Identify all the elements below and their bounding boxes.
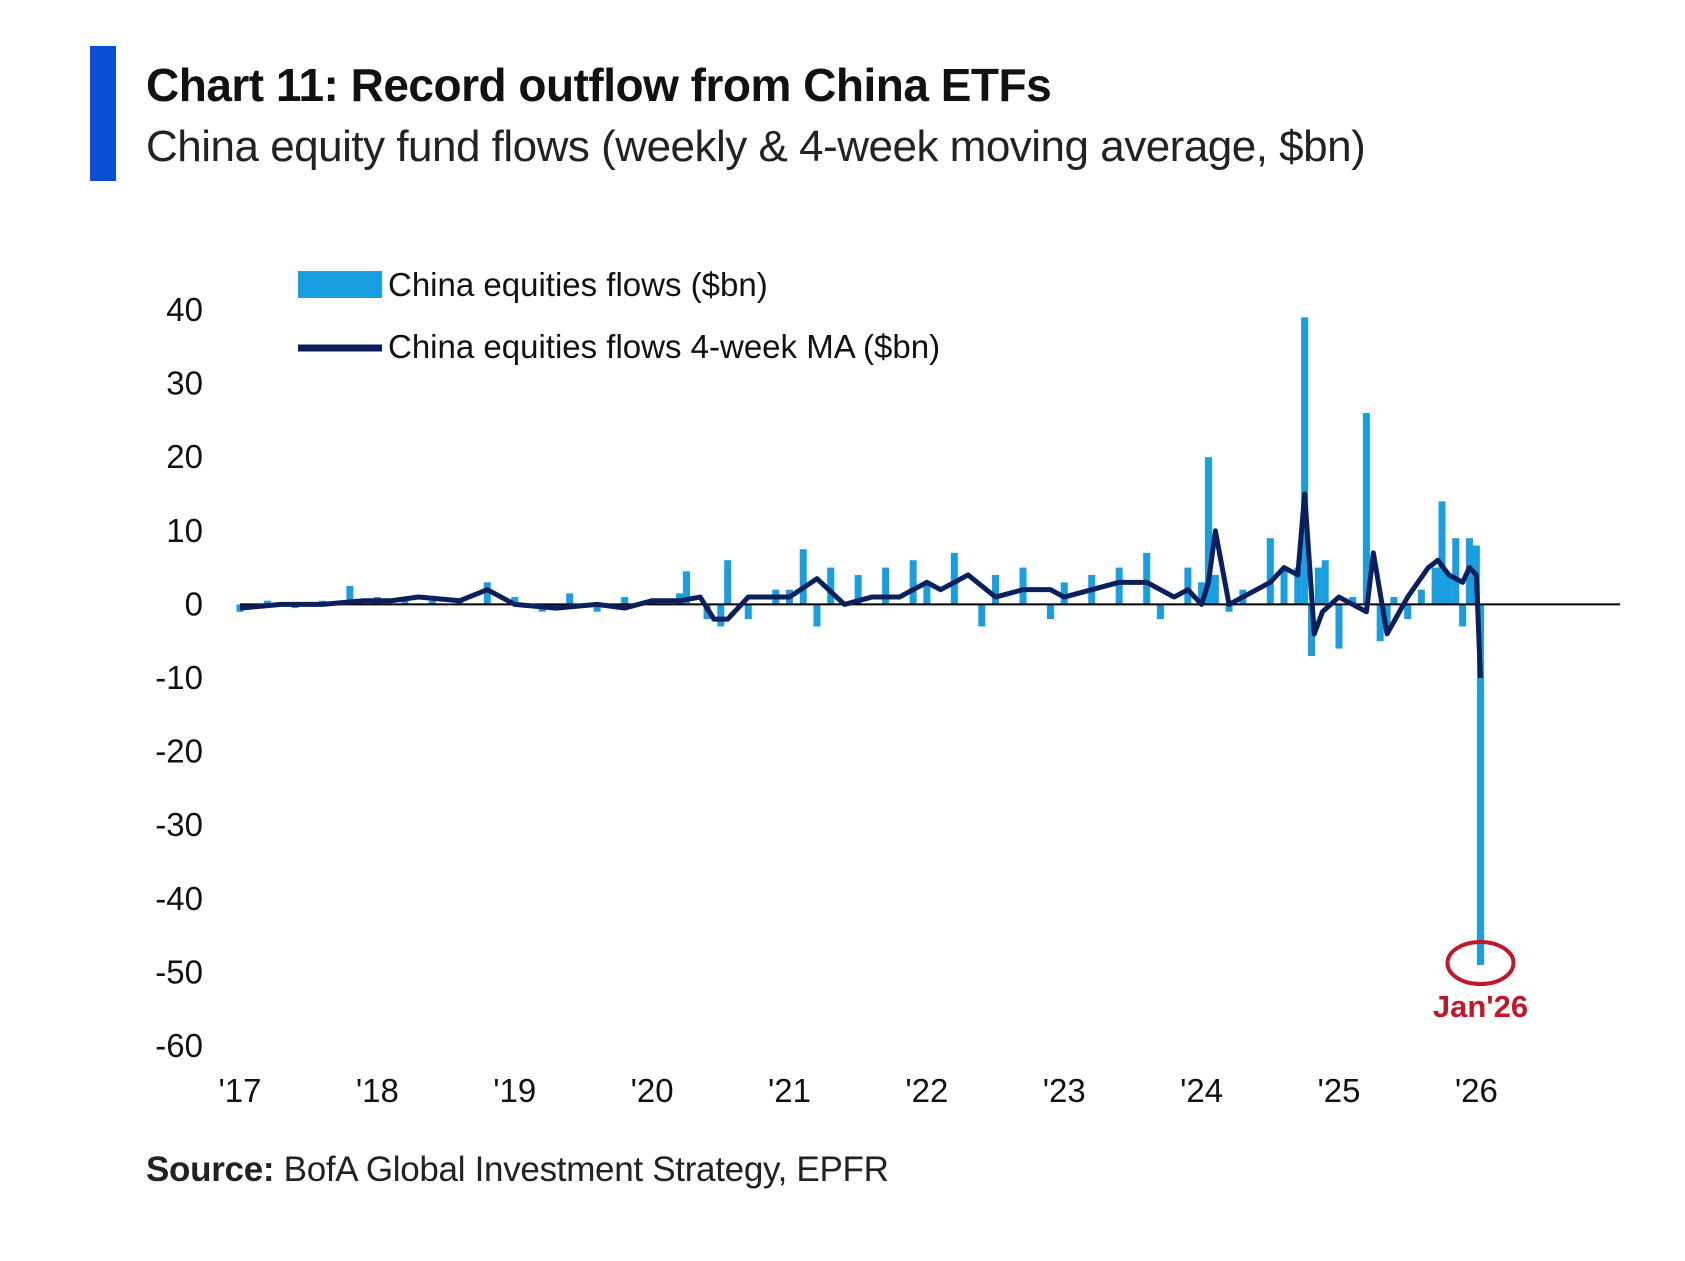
ma-line-series — [239, 491, 1483, 679]
annotation-circle — [1445, 940, 1516, 987]
y-tick-label: 20 — [166, 438, 203, 475]
x-tick-label: '23 — [1043, 1072, 1086, 1109]
legend-swatch-bars — [298, 271, 382, 298]
bar — [909, 560, 917, 605]
source-note: Source: BofA Global Investment Strategy,… — [146, 1150, 889, 1190]
bar — [1459, 604, 1467, 627]
bar — [1314, 567, 1322, 605]
y-tick-label: 0 — [185, 585, 203, 622]
x-axis-ticks: '17 '18 '19 '20 '21 '22 '23 '24 '25 '26 — [218, 1072, 1497, 1109]
bar — [1349, 597, 1357, 605]
bar — [882, 567, 890, 605]
y-tick-label: 30 — [166, 365, 203, 402]
y-tick-label: -30 — [155, 806, 203, 843]
bar — [1476, 604, 1484, 966]
bar — [1019, 567, 1027, 605]
x-tick-label: '25 — [1317, 1072, 1360, 1109]
bar — [1184, 567, 1192, 605]
bar — [1047, 604, 1055, 620]
source-label: Source: — [146, 1150, 275, 1189]
bar-series — [236, 317, 1484, 966]
bar — [854, 574, 862, 605]
bar — [1417, 589, 1425, 605]
bar — [978, 604, 986, 627]
annotation-label: Jan'26 — [1433, 989, 1528, 1024]
bar — [717, 604, 725, 627]
bar — [1335, 604, 1343, 649]
bar — [1404, 604, 1412, 620]
chart-area: 40 30 20 10 0 -10 -20 -30 -40 -50 -60 '17 '18 '19 '20… — [0, 230, 1685, 1130]
bar — [236, 604, 244, 612]
legend: China equities flows ($bn) China equitie… — [298, 266, 940, 365]
x-tick-label: '21 — [768, 1072, 811, 1109]
jan26-annotation: Jan'26 — [1433, 940, 1528, 1024]
bar — [1225, 604, 1233, 612]
bar — [1198, 582, 1206, 605]
y-axis-ticks: 40 30 20 10 0 -10 -20 -30 -40 -50 -60 — [155, 291, 203, 1064]
bar — [1204, 457, 1212, 605]
bar — [827, 567, 835, 605]
y-tick-label: -60 — [155, 1027, 203, 1064]
bar — [1301, 317, 1309, 605]
chart-subtitle: China equity fund flows (weekly & 4-week… — [146, 122, 1366, 171]
y-tick-label: -40 — [155, 880, 203, 917]
bar — [593, 604, 601, 612]
x-tick-label: '22 — [905, 1072, 948, 1109]
bar — [1383, 604, 1391, 627]
x-tick-label: '19 — [493, 1072, 536, 1109]
y-tick-label: -10 — [155, 659, 203, 696]
bar — [1321, 560, 1329, 605]
bar — [1211, 574, 1219, 605]
bar — [621, 597, 629, 605]
bar — [263, 600, 271, 605]
source-text: BofA Global Investment Strategy, EPFR — [283, 1150, 889, 1189]
bar — [1452, 538, 1460, 605]
bar — [1280, 567, 1288, 605]
legend-label-ma: China equities flows 4-week MA ($bn) — [388, 328, 940, 365]
y-tick-label: -50 — [155, 953, 203, 990]
y-tick-label: 10 — [166, 512, 203, 549]
bar — [1156, 604, 1164, 620]
bar — [511, 597, 519, 605]
bar — [1266, 538, 1274, 605]
x-tick-label: '20 — [631, 1072, 674, 1109]
y-tick-label: 40 — [166, 291, 203, 328]
bar — [923, 582, 931, 605]
bar — [1431, 567, 1439, 605]
bar — [1445, 574, 1453, 605]
bar — [744, 604, 752, 620]
chart-title: Chart 11: Record outflow from China ETFs — [146, 59, 1052, 111]
x-tick-label: '17 — [218, 1072, 261, 1109]
bar — [992, 574, 1000, 605]
x-tick-label: '24 — [1180, 1072, 1223, 1109]
bar — [1060, 582, 1068, 605]
bar — [1362, 413, 1370, 605]
x-tick-label: '26 — [1455, 1072, 1498, 1109]
bar — [483, 582, 491, 605]
bar — [1143, 552, 1151, 605]
ma-line — [239, 491, 1483, 679]
bar — [1438, 501, 1446, 605]
bar — [1115, 567, 1123, 605]
legend-label-bars: China equities flows ($bn) — [388, 266, 768, 303]
flows-chart: 40 30 20 10 0 -10 -20 -30 -40 -50 -60 '17 '18 '19 '20… — [155, 266, 1620, 1109]
bar — [724, 560, 732, 605]
y-tick-label: -20 — [155, 733, 203, 770]
bar — [1294, 567, 1302, 605]
bar — [1390, 597, 1398, 605]
bar — [1376, 604, 1384, 642]
accent-bar — [90, 46, 116, 181]
bar — [566, 593, 574, 605]
bar — [799, 549, 807, 605]
x-tick-label: '18 — [356, 1072, 399, 1109]
bar — [346, 586, 354, 605]
bar — [428, 600, 436, 605]
bar — [813, 604, 821, 627]
bar — [682, 571, 690, 605]
bar — [950, 552, 958, 605]
